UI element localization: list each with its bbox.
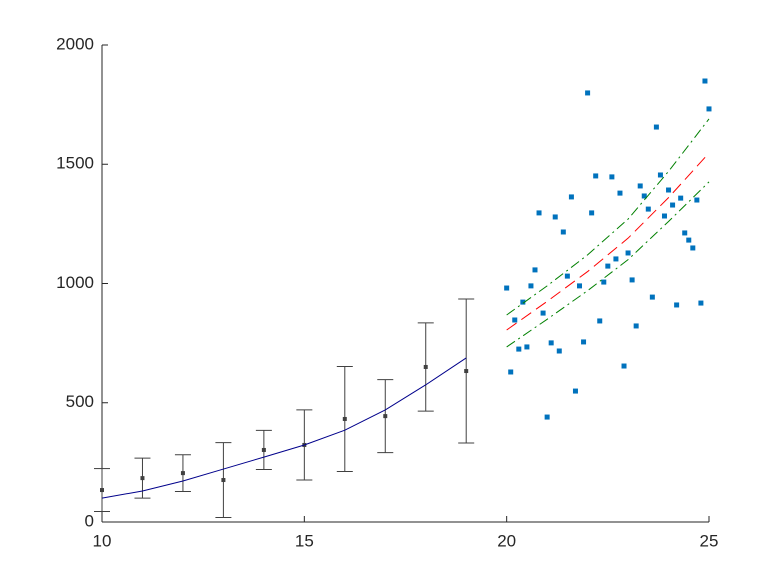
scatter-point	[516, 346, 522, 352]
scatter-point	[694, 197, 700, 203]
scatter-point	[585, 90, 591, 96]
line	[506, 118, 710, 316]
scatter-point	[649, 294, 655, 300]
error-point	[100, 488, 104, 493]
scatter-point	[512, 317, 518, 323]
scatter-point	[589, 210, 595, 216]
scatter-point	[605, 263, 611, 269]
scatter-point	[524, 344, 530, 350]
scatter-point	[540, 310, 546, 316]
x-tick-label: 25	[700, 531, 719, 550]
scatter-point	[552, 214, 558, 220]
error-point	[423, 364, 428, 369]
scatter-point	[572, 388, 578, 394]
scatter-point	[593, 173, 599, 179]
scatter-point	[504, 285, 510, 291]
scatter-point	[702, 78, 708, 84]
scatter-point	[670, 202, 676, 208]
line	[506, 181, 710, 348]
scatter-point	[536, 210, 542, 216]
scatter-point	[532, 267, 538, 273]
error-point	[383, 414, 388, 419]
scatter-point	[568, 194, 574, 200]
scatter-point	[560, 229, 566, 235]
scatter-point	[581, 339, 587, 345]
scatter-point	[544, 414, 550, 420]
scatter-point	[698, 300, 704, 306]
scatter-point	[686, 237, 692, 243]
y-tick-label: 0	[85, 511, 94, 530]
scatter-point	[633, 323, 639, 329]
scatter-point	[601, 279, 607, 285]
scatter-point	[645, 206, 651, 212]
error-point	[221, 478, 226, 483]
y-tick-label: 1500	[56, 154, 94, 173]
scatter-point	[661, 213, 667, 219]
line	[506, 152, 710, 331]
scatter-point	[706, 106, 712, 112]
error-point	[140, 476, 145, 481]
y-tick-label: 500	[66, 392, 94, 411]
scatter-point	[577, 283, 583, 289]
scatter-point	[682, 230, 688, 236]
scatter-point	[653, 124, 659, 130]
scatter-point	[641, 193, 647, 199]
error-point	[464, 369, 469, 374]
scatter-point	[678, 195, 684, 201]
scatter-point	[528, 283, 534, 289]
line	[101, 357, 467, 499]
x-tick-label: 15	[295, 531, 314, 550]
scatter-point	[621, 363, 627, 369]
scatter-point	[629, 277, 635, 283]
scatter-point	[508, 369, 514, 375]
scatter-point	[548, 340, 554, 346]
x-tick-label: 10	[93, 531, 112, 550]
scatter-point	[564, 273, 570, 279]
scatter-point	[520, 299, 526, 305]
scatter-point	[556, 348, 562, 354]
scatter-point	[690, 245, 696, 251]
scatter-point	[637, 183, 643, 189]
x-tick-label: 20	[497, 531, 516, 550]
error-point	[342, 416, 347, 421]
y-tick-label: 1000	[56, 273, 94, 292]
scatter-point	[625, 250, 631, 256]
scatter-point	[597, 318, 603, 324]
scatter-point	[617, 190, 623, 196]
error-point	[261, 447, 266, 452]
scatter-point	[613, 256, 619, 262]
error-point	[180, 471, 185, 476]
scatter-point	[666, 187, 672, 193]
scatter-point	[609, 174, 615, 180]
scatter-point	[657, 172, 663, 178]
scatter-point	[674, 302, 680, 308]
y-tick-label: 2000	[56, 34, 94, 53]
